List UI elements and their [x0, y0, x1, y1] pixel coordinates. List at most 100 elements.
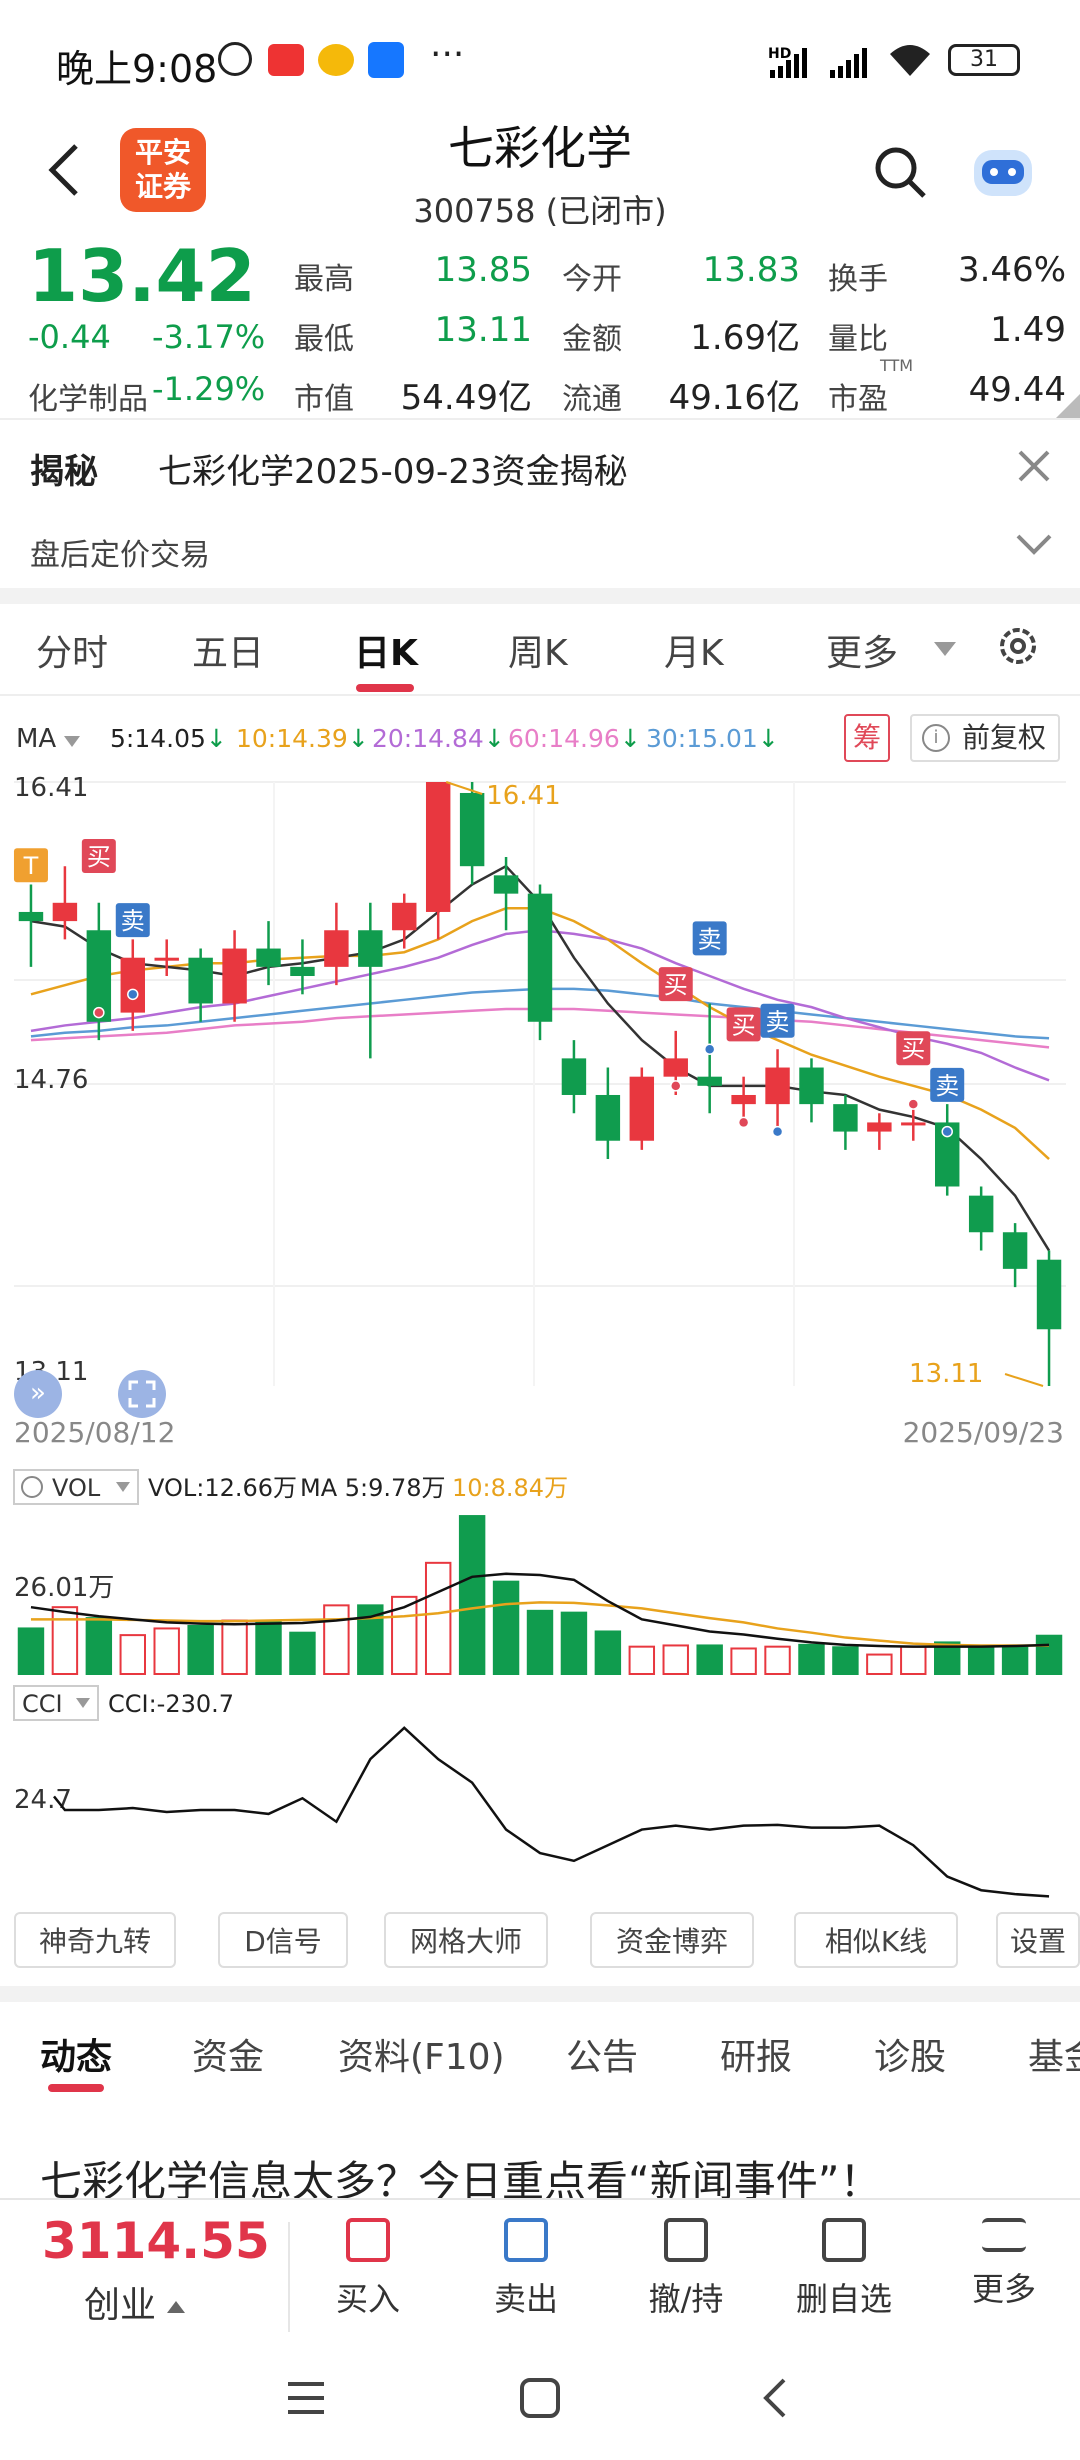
trade-button[interactable]: 更多 — [934, 2218, 1074, 2310]
trade-button[interactable]: 撤/持 — [616, 2218, 756, 2320]
candlestick[interactable] — [527, 884, 553, 1041]
settings-button[interactable] — [996, 624, 1040, 668]
trade-button[interactable]: 卖出 — [456, 2218, 596, 2320]
candlestick[interactable] — [1036, 1250, 1062, 1386]
candlestick[interactable] — [493, 857, 519, 931]
back-button[interactable] — [44, 140, 84, 200]
candlestick[interactable] — [731, 1076, 756, 1123]
chart-tab[interactable]: 更多 — [826, 633, 899, 674]
cci-legend[interactable]: CCI — [13, 1685, 99, 1721]
tool-button[interactable]: D信号 — [218, 1912, 348, 1968]
tool-button[interactable]: 相似K线 — [794, 1912, 958, 1968]
candlestick[interactable] — [765, 1049, 790, 1132]
trade-signal-marker[interactable]: 卖 — [692, 921, 727, 956]
expand-button[interactable] — [1014, 530, 1054, 560]
candlestick[interactable] — [290, 939, 315, 995]
candlestick[interactable] — [222, 930, 247, 1022]
volume-legend[interactable]: VOL — [13, 1469, 139, 1505]
candlestick[interactable] — [901, 1104, 926, 1141]
search-button[interactable] — [872, 144, 928, 200]
candlestick[interactable] — [425, 782, 451, 940]
candlestick[interactable] — [561, 1040, 587, 1114]
trade-button[interactable]: 删自选 — [774, 2218, 914, 2320]
candlestick[interactable] — [459, 782, 485, 885]
candlestick[interactable] — [120, 939, 145, 1031]
adjust-button[interactable]: i 前复权 — [910, 714, 1060, 762]
info-tab[interactable]: 资料(F10) — [338, 2037, 505, 2078]
close-button[interactable] — [1014, 446, 1054, 486]
signal-badge — [760, 1003, 795, 1038]
chart-tab[interactable]: 月K — [664, 633, 724, 674]
ai-assistant-button[interactable] — [970, 140, 1036, 200]
chart-tab[interactable]: 日K — [354, 633, 418, 674]
headline[interactable]: 七彩化学信息太多？今日重点看“新闻事件”！ — [40, 2157, 882, 2206]
vol-label: VOL — [52, 1474, 101, 1502]
candlestick[interactable] — [595, 1067, 621, 1160]
info-tab[interactable]: 研报 — [720, 2037, 793, 2078]
trade-signal-marker[interactable]: 买 — [658, 967, 693, 1002]
tool-button[interactable]: 资金博弈 — [590, 1912, 754, 1968]
trade-button-label: 删自选 — [795, 2280, 892, 2318]
candlestick[interactable] — [256, 921, 281, 986]
back-nav-button[interactable] — [760, 2376, 790, 2420]
sector-name[interactable]: 化学制品 — [28, 382, 148, 417]
candlestick[interactable] — [833, 1094, 858, 1150]
chart-tab[interactable]: 五日 — [192, 633, 265, 674]
candlestick[interactable] — [935, 1104, 960, 1196]
home-nav-button[interactable] — [518, 2376, 562, 2420]
candle-body — [493, 875, 519, 894]
candlestick[interactable] — [154, 939, 179, 977]
fast-forward-button[interactable]: » — [14, 1370, 62, 1418]
candlestick[interactable] — [324, 902, 349, 986]
candlestick[interactable] — [188, 948, 213, 1022]
signal-badge — [81, 839, 116, 874]
candlestick[interactable] — [629, 1067, 655, 1150]
tool-button[interactable]: 神奇九转 — [14, 1912, 176, 1968]
candlestick[interactable] — [18, 884, 44, 967]
info-tab[interactable]: 公告 — [566, 2037, 639, 2078]
info-tab[interactable]: 基金 — [1028, 2037, 1080, 2078]
after-hours-trading[interactable]: 盘后定价交易 — [30, 538, 210, 573]
fullscreen-button[interactable] — [118, 1370, 166, 1418]
trade-signal-marker[interactable]: 卖 — [115, 903, 150, 938]
chart-tab[interactable]: 周K — [508, 633, 568, 674]
candlestick[interactable] — [968, 1186, 994, 1251]
min-label-leader — [1004, 1373, 1044, 1387]
candlestick[interactable] — [86, 902, 112, 1041]
signal-text: 买 — [664, 971, 688, 999]
section-gap — [0, 1986, 1080, 2002]
info-tab[interactable]: 动态 — [40, 2037, 113, 2078]
candle-body — [120, 957, 145, 1013]
info-tab[interactable]: 诊股 — [874, 2037, 947, 2078]
vol-selector[interactable] — [13, 1469, 139, 1505]
candlestick[interactable] — [52, 866, 78, 940]
more-dropdown-icon[interactable] — [934, 642, 956, 656]
reveal-link[interactable]: 七彩化学2025-09-23资金揭秘 — [158, 452, 628, 492]
trade-signal-marker[interactable]: 卖 — [930, 1067, 965, 1102]
candlestick[interactable] — [799, 1058, 824, 1123]
info-tab[interactable]: 资金 — [192, 2037, 265, 2078]
ma-selector[interactable]: MA — [16, 724, 81, 754]
trade-signal-marker[interactable]: 买 — [726, 1007, 761, 1042]
volume-bar — [153, 1627, 180, 1676]
chart-tab[interactable]: 分时 — [36, 633, 109, 674]
quote-value: 49.16亿 — [668, 378, 800, 418]
trade-button[interactable]: 买入 — [298, 2218, 438, 2320]
candle-body — [154, 957, 179, 961]
trade-signal-marker[interactable]: 买 — [81, 839, 116, 874]
trade-signal-marker[interactable]: 买 — [896, 1031, 931, 1066]
index-switcher[interactable]: 创业 — [84, 2276, 186, 2328]
candlestick[interactable] — [358, 902, 383, 1059]
trade-signal-marker[interactable]: 卖 — [760, 1003, 795, 1038]
broker-logo[interactable]: 平安 证券 — [120, 128, 206, 212]
trade-signal-marker[interactable]: T — [13, 848, 48, 883]
tool-button[interactable]: 设置 — [996, 1912, 1080, 1968]
tool-button[interactable]: 网格大师 — [384, 1912, 548, 1968]
candlestick[interactable] — [392, 893, 417, 949]
candlestick[interactable] — [1002, 1223, 1028, 1288]
candlestick[interactable] — [697, 1003, 722, 1114]
menu-nav-button[interactable] — [284, 2378, 328, 2418]
chip-distribution-button[interactable]: 筹 — [844, 714, 890, 762]
candlestick[interactable] — [867, 1113, 892, 1150]
